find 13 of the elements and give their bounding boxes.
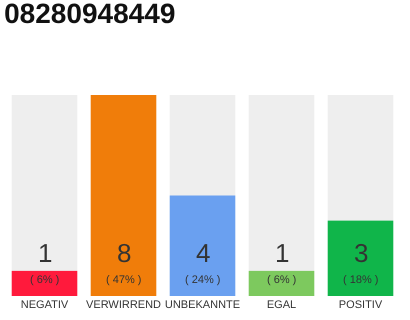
data-label: 1 ( 6% ) [30, 238, 60, 286]
data-label: 3 ( 18% ) [343, 238, 378, 286]
data-label: 1 ( 6% ) [267, 238, 296, 286]
x-tick-label: VERWIRREND [86, 299, 162, 311]
bar [12, 270, 78, 296]
data-label: 8 ( 47% ) [106, 238, 142, 286]
x-tick-label: EGAL [266, 299, 296, 311]
data-label: 4 ( 24% ) [185, 238, 220, 286]
x-tick-label: UNBEKANNTE [164, 299, 240, 311]
x-tick-label: POSITIV [338, 299, 383, 311]
x-tick-label: NEGATIV [20, 299, 69, 311]
bar [248, 270, 314, 296]
chart-title: 08280948449 [4, 0, 176, 29]
